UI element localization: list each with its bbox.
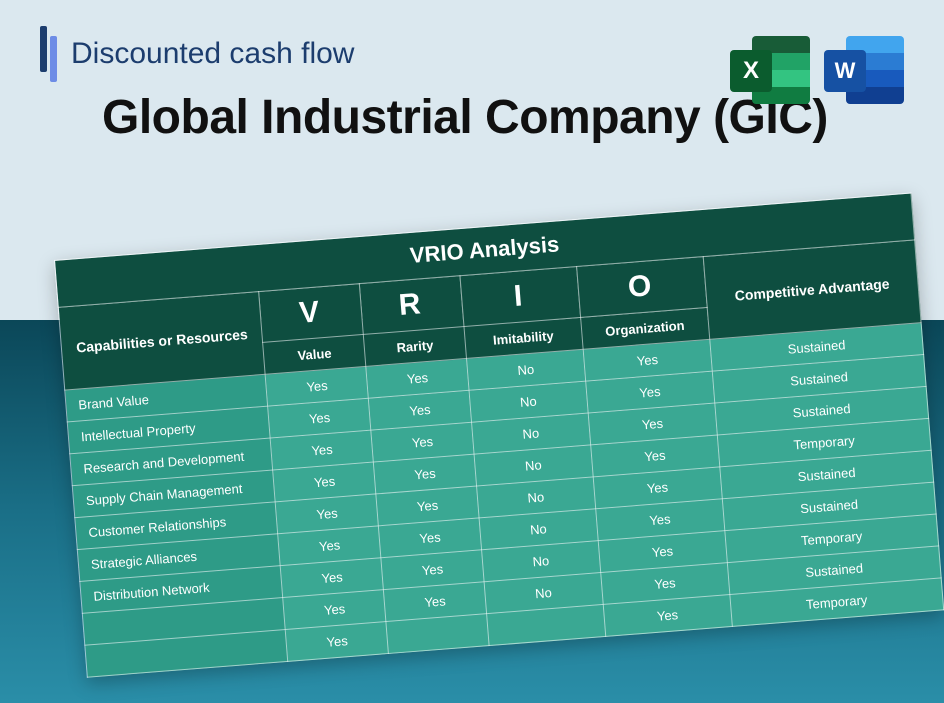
- excel-icon: X: [730, 30, 810, 110]
- col-v-letter: V: [259, 284, 363, 343]
- word-icon: W: [824, 30, 904, 110]
- word-letter: W: [824, 50, 866, 92]
- col-capabilities: Capabilities or Resources: [58, 292, 265, 391]
- excel-letter: X: [730, 50, 772, 92]
- brand-name: Discounted cash flow: [71, 37, 354, 71]
- brand-logo-icon: [40, 30, 57, 78]
- col-r-letter: R: [359, 276, 463, 335]
- col-i-letter: I: [460, 267, 580, 327]
- vrio-table: VRIO Analysis Capabilities or Resources …: [54, 193, 944, 678]
- app-icons: X W: [730, 30, 904, 110]
- vrio-table-wrap: VRIO Analysis Capabilities or Resources …: [54, 193, 944, 678]
